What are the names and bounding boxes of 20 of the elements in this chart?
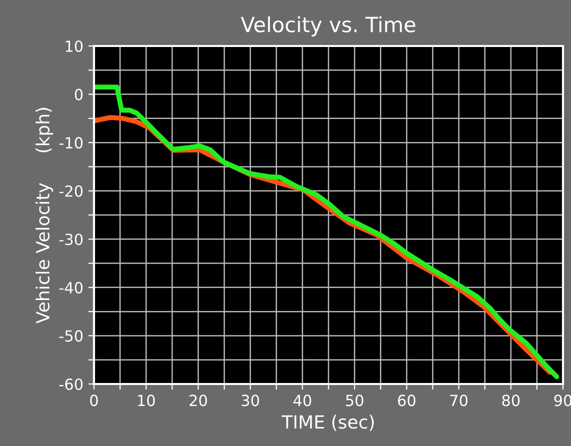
x-tick-label: 30: [242, 394, 260, 406]
y-tick-label: -50: [59, 330, 83, 342]
y-tick-label: -20: [59, 185, 83, 197]
y-axis-title: Vehicle Velocity (kph): [36, 108, 54, 324]
x-tick-label: 40: [293, 394, 312, 406]
y-tick-label: 0: [74, 88, 83, 100]
x-tick-label: 50: [346, 394, 364, 406]
x-tick-label: 70: [450, 394, 468, 406]
y-tick-label: -10: [59, 137, 83, 149]
y-tick-label: -40: [59, 282, 83, 294]
x-tick-label: 20: [190, 394, 207, 406]
chart-title: Velocity vs. Time: [240, 16, 416, 36]
x-tick-label: 10: [138, 394, 155, 406]
y-tick-label: 10: [66, 40, 83, 52]
x-tick-label: 0: [90, 394, 98, 406]
x-axis-title: TIME (sec): [282, 414, 374, 431]
y-tick-label: -60: [59, 378, 83, 390]
x-tick-label: 60: [398, 394, 416, 406]
y-tick-label: -30: [59, 234, 83, 246]
x-tick-label: 80: [502, 394, 520, 406]
